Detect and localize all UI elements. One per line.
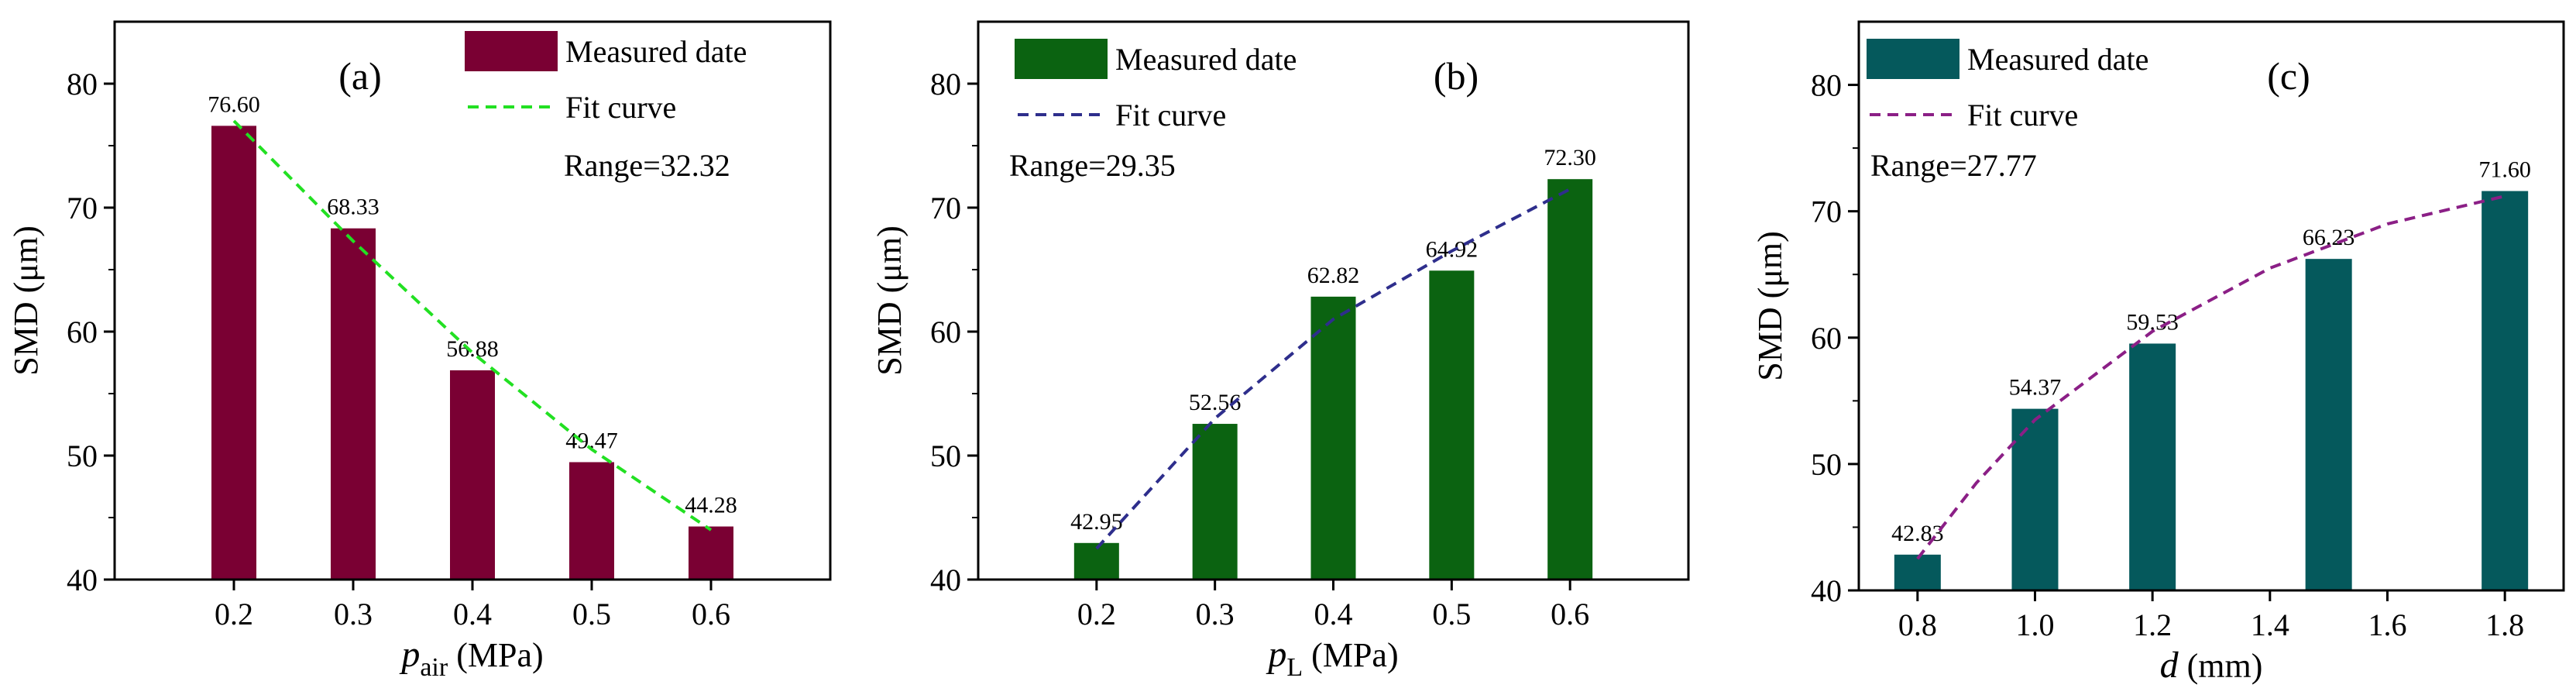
bar-0.3-1 [331,228,376,580]
x-axis-title: pair (MPa) [399,634,543,682]
data-label: 71.60 [2478,157,2531,183]
y-axis-title: SMD (μm) [7,225,45,376]
x-tick-label: 1.4 [2251,607,2289,642]
y-tick-label: 50 [1811,447,1842,482]
panel-label: (c) [2267,54,2310,98]
range-annotation: Range=27.77 [1870,148,2037,183]
legend-label-bars: Measured date [1967,42,2148,77]
legend-label-line: Fit curve [565,90,676,125]
x-tick-label: 0.2 [1077,597,1116,631]
bar-0.4-2 [1310,296,1356,580]
bar-0.6-4 [689,526,733,580]
y-tick-label: 80 [930,67,961,101]
legend-swatch-bars [1867,39,1959,79]
panel-label: (b) [1434,54,1479,98]
x-tick-label: 0.5 [1432,597,1471,631]
y-tick-label: 60 [930,315,961,349]
bar-0.3-1 [1192,424,1238,580]
bar-0.2-0 [211,126,256,580]
bar-0.5-3 [569,462,614,580]
bar-0.8-0 [1894,554,1941,590]
bar-1.4-3 [2305,259,2352,590]
x-tick-label: 1.6 [2368,607,2407,642]
legend-label-bars: Measured date [1115,42,1297,77]
y-tick-label: 40 [67,563,98,597]
x-axis-title: pL (MPa) [1266,634,1398,682]
data-label: 56.88 [446,336,499,362]
legend: Measured date Fit curve [1867,39,2148,132]
y-tick-label: 60 [1811,321,1842,356]
bar-0.6-4 [1547,179,1593,580]
x-tick-label: 0.4 [453,597,492,631]
bar-0.5-3 [1429,270,1475,580]
x-tick-label: 0.3 [334,597,373,631]
data-label: 68.33 [327,194,380,220]
bar-0.4-2 [450,370,495,580]
x-tick-label: 1.0 [2016,607,2055,642]
data-label: 42.83 [1891,521,1944,546]
legend-label-bars: Measured date [565,34,747,69]
fit-curve [232,119,713,532]
legend-label-line: Fit curve [1967,98,2078,132]
x-axis-title: d (mm) [2160,645,2263,686]
bar-1.2-2 [2129,343,2176,590]
bar-0.2-0 [1073,542,1119,580]
y-tick-label: 50 [67,439,98,473]
x-tick-label: 0.4 [1314,597,1353,631]
legend-swatch-bars [1015,39,1108,79]
legend-label-line: Fit curve [1115,98,1226,132]
y-tick-label: 50 [930,439,961,473]
axes-frame [1857,20,2565,592]
y-tick-label: 80 [1811,68,1842,103]
x-tick-label: 0.6 [692,597,730,631]
fit-curve [1095,188,1571,550]
fit-curve [1916,194,2506,560]
legend: Measured date Fit curve [1015,39,1297,132]
y-tick-label: 80 [67,67,98,101]
data-label: 62.82 [1307,263,1360,288]
data-label: 72.30 [1544,145,1596,170]
y-tick-label: 60 [67,315,98,349]
legend-swatch-bars [465,31,558,71]
range-annotation: Range=32.32 [564,148,730,183]
bar-1.0-1 [2011,408,2059,590]
data-label: 76.60 [208,91,260,117]
y-axis-title: SMD (μm) [871,225,908,376]
x-tick-label: 1.2 [2133,607,2172,642]
x-tick-label: 0.2 [215,597,253,631]
x-tick-label: 0.5 [572,597,611,631]
range-annotation: Range=29.35 [1009,148,1176,183]
bar-1.6-4 [2482,191,2529,590]
x-tick-label: 0.8 [1898,607,1937,642]
y-tick-label: 70 [1811,194,1842,229]
x-tick-label: 0.3 [1196,597,1235,631]
x-tick-label: 1.8 [2485,607,2524,642]
data-label: 54.37 [2009,375,2062,401]
x-tick-label: 0.6 [1551,597,1589,631]
data-label: 44.28 [685,493,737,518]
y-tick-label: 70 [67,191,98,225]
y-tick-label: 70 [930,191,961,225]
panel-label: (a) [338,54,382,98]
y-axis-title: SMD (μm) [1751,231,1789,381]
y-tick-label: 40 [930,563,961,597]
legend: Measured date Fit curve [465,31,747,125]
y-tick-label: 40 [1811,573,1842,608]
